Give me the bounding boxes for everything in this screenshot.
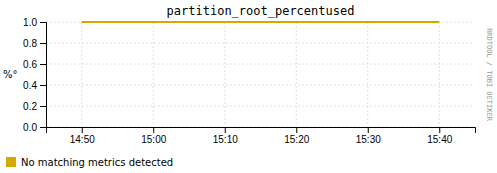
y-tick-label: 0.2 bbox=[23, 101, 37, 112]
marks bbox=[82, 22, 440, 23]
grid-line bbox=[367, 22, 368, 127]
grid-line bbox=[46, 22, 475, 23]
x-tick-mark bbox=[296, 127, 297, 133]
x-tick-mark bbox=[82, 127, 83, 133]
y-tick: 1.0 bbox=[23, 17, 46, 28]
x-tick: 15:30 bbox=[356, 127, 381, 145]
x-tick-label: 15:30 bbox=[356, 134, 381, 145]
x-tick-mark bbox=[153, 127, 154, 133]
x-tick-label: 15:40 bbox=[427, 134, 452, 145]
y-tick: 0.4 bbox=[23, 80, 46, 91]
x-axis-line bbox=[47, 128, 476, 134]
y-axis-title: %° bbox=[3, 69, 18, 80]
legend-label: No matching metrics detected bbox=[21, 157, 173, 168]
title: partition_root_percentused bbox=[167, 4, 355, 18]
grid-line bbox=[46, 85, 475, 86]
x-tick: 15:10 bbox=[213, 127, 238, 145]
legend-swatch bbox=[6, 157, 16, 167]
y-tick-label: 0.0 bbox=[23, 122, 37, 133]
annotation: RRDTOOL / TOBI OETIKER bbox=[485, 28, 493, 122]
grid-line bbox=[46, 64, 475, 65]
x-tick-label: 15:20 bbox=[284, 134, 309, 145]
y-tick-mark bbox=[40, 22, 46, 23]
y-tick: 0.6 bbox=[23, 59, 46, 70]
x-tick: 15:20 bbox=[284, 127, 309, 145]
y-tick-mark bbox=[40, 85, 46, 86]
x-tick: 14:50 bbox=[70, 127, 95, 145]
grid-line bbox=[296, 22, 297, 127]
grid-line bbox=[439, 22, 440, 127]
y-tick-mark bbox=[40, 106, 46, 107]
chart: 0.0 0.2 0.4 0.6 0.8 1.0 14:50 15:00 15:10 15:20 15… bbox=[0, 0, 497, 173]
x-tick-label: 14:50 bbox=[70, 134, 95, 145]
y-tick-mark bbox=[40, 43, 46, 44]
y-tick-label: 1.0 bbox=[23, 17, 37, 28]
legend-item: No matching metrics detected bbox=[6, 157, 173, 168]
x-tick: 15:00 bbox=[141, 127, 166, 145]
y-axis: 0.0 0.2 0.4 0.6 0.8 1.0 bbox=[23, 17, 46, 133]
y-tick: 0.2 bbox=[23, 101, 46, 112]
grid-line bbox=[46, 43, 475, 44]
grid bbox=[46, 22, 475, 127]
y-tick-mark bbox=[40, 127, 46, 128]
x-tick-mark bbox=[368, 127, 369, 133]
x-tick-mark bbox=[439, 127, 440, 133]
y-tick-label: 0.4 bbox=[23, 80, 37, 91]
y-tick-label: 0.8 bbox=[23, 38, 37, 49]
y-tick-label: 0.6 bbox=[23, 59, 37, 70]
plot-area: 0.0 0.2 0.4 0.6 0.8 1.0 14:50 15:00 15:10 15:20 15… bbox=[23, 17, 475, 145]
y-tick: 0.8 bbox=[23, 38, 46, 49]
y-axis-line bbox=[40, 23, 47, 128]
y-tick: 0.0 bbox=[23, 122, 46, 133]
grid-line bbox=[153, 22, 154, 127]
x-tick: 15:40 bbox=[427, 127, 452, 145]
grid-line bbox=[224, 22, 225, 127]
x-tick-mark bbox=[225, 127, 226, 133]
grid-line bbox=[81, 22, 82, 127]
x-axis: 14:50 15:00 15:10 15:20 15:30 15:40 bbox=[47, 127, 476, 145]
x-tick-label: 15:00 bbox=[141, 134, 166, 145]
grid-line bbox=[46, 106, 475, 107]
legend: No matching metrics detected bbox=[6, 157, 173, 168]
y-tick-mark bbox=[40, 64, 46, 65]
series-line bbox=[82, 21, 440, 23]
x-tick-label: 15:10 bbox=[213, 134, 238, 145]
